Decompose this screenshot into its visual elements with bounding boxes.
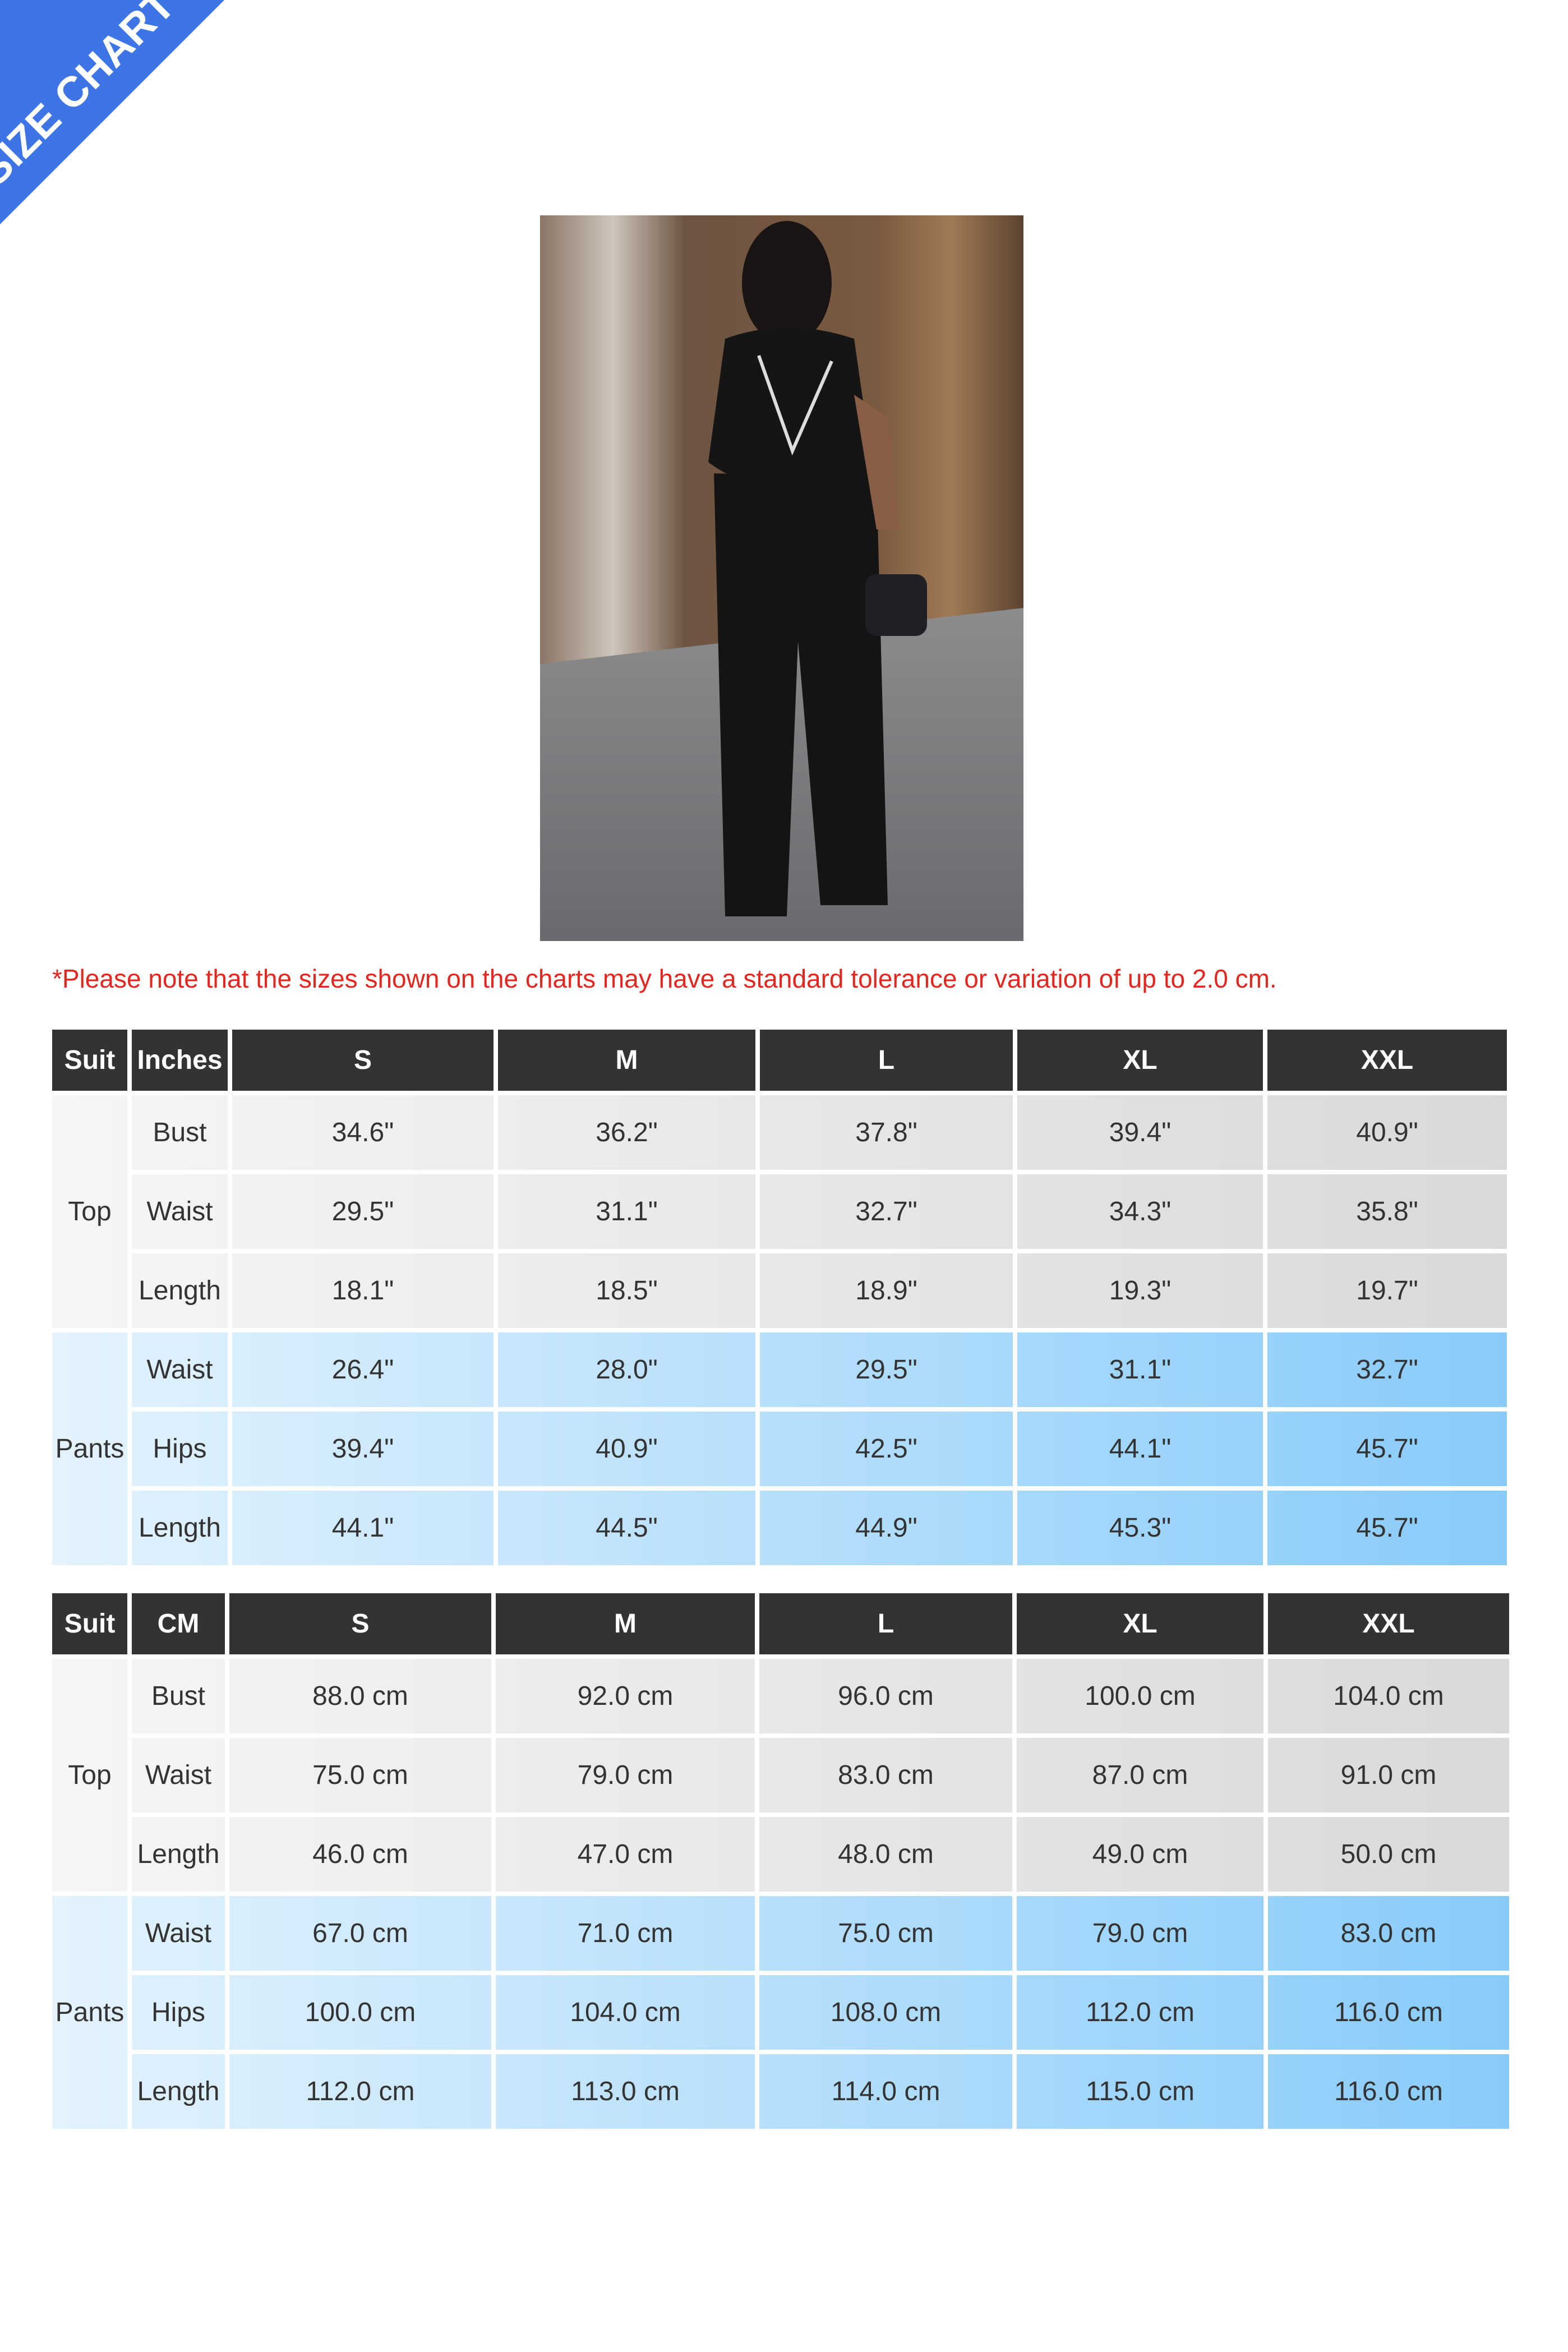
measurement-label: Length	[132, 1491, 228, 1565]
group-label: Pants	[52, 1896, 127, 2129]
measurement-label: Waist	[132, 1896, 225, 1971]
size-value-cell: 71.0 cm	[496, 1896, 755, 1971]
column-header: Suit	[52, 1593, 127, 1654]
size-value-cell: 91.0 cm	[1268, 1738, 1509, 1813]
size-value-cell: 34.6"	[232, 1095, 494, 1170]
tolerance-note: *Please note that the sizes shown on the…	[52, 964, 1277, 993]
group-label: Pants	[52, 1332, 127, 1565]
size-value-cell: 18.1"	[232, 1253, 494, 1328]
measurement-label: Waist	[132, 1738, 225, 1813]
size-value-cell: 75.0 cm	[759, 1896, 1012, 1971]
column-header: L	[760, 1030, 1013, 1091]
size-value-cell: 37.8"	[760, 1095, 1013, 1170]
size-value-cell: 31.1"	[498, 1174, 755, 1249]
size-value-cell: 67.0 cm	[229, 1896, 491, 1971]
size-value-cell: 83.0 cm	[1268, 1896, 1509, 1971]
size-value-cell: 113.0 cm	[496, 2054, 755, 2129]
size-value-cell: 29.5"	[760, 1332, 1013, 1407]
column-header: M	[498, 1030, 755, 1091]
product-photo	[540, 215, 1023, 941]
size-value-cell: 104.0 cm	[496, 1975, 755, 2050]
column-header: S	[229, 1593, 491, 1654]
size-value-cell: 44.9"	[760, 1491, 1013, 1565]
cm-size-table: Suit CM S M L XL XXL Top Bust 88.0 cm 92.0 cm 96.0 …	[52, 1593, 1511, 2129]
size-value-cell: 47.0 cm	[496, 1817, 755, 1892]
measurement-label: Hips	[132, 1412, 228, 1486]
size-value-cell: 32.7"	[1267, 1332, 1507, 1407]
size-value-cell: 100.0 cm	[1017, 1659, 1263, 1733]
size-value-cell: 88.0 cm	[229, 1659, 491, 1733]
size-value-cell: 75.0 cm	[229, 1738, 491, 1813]
column-header: M	[496, 1593, 755, 1654]
size-value-cell: 39.4"	[1017, 1095, 1263, 1170]
column-header: S	[232, 1030, 494, 1091]
measurement-label: Length	[132, 1253, 228, 1328]
column-header: Suit	[52, 1030, 127, 1091]
size-value-cell: 87.0 cm	[1017, 1738, 1263, 1813]
size-value-cell: 44.1"	[232, 1491, 494, 1565]
column-header: XL	[1017, 1593, 1263, 1654]
size-value-cell: 100.0 cm	[229, 1975, 491, 2050]
size-value-cell: 44.5"	[498, 1491, 755, 1565]
inches-size-table: Suit Inches S M L XL XXL Top Bust 34.6" 36.2" 37.8"…	[52, 1030, 1511, 1565]
size-value-cell: 40.9"	[1267, 1095, 1507, 1170]
size-value-cell: 83.0 cm	[759, 1738, 1012, 1813]
size-value-cell: 104.0 cm	[1268, 1659, 1509, 1733]
measurement-label: Length	[132, 1817, 225, 1892]
column-header: L	[759, 1593, 1012, 1654]
size-value-cell: 116.0 cm	[1268, 2054, 1509, 2129]
size-value-cell: 40.9"	[498, 1412, 755, 1486]
size-value-cell: 36.2"	[498, 1095, 755, 1170]
size-value-cell: 96.0 cm	[759, 1659, 1012, 1733]
size-value-cell: 32.7"	[760, 1174, 1013, 1249]
size-value-cell: 45.7"	[1267, 1491, 1507, 1565]
group-label: Top	[52, 1659, 127, 1892]
group-label: Top	[52, 1095, 127, 1328]
size-value-cell: 79.0 cm	[496, 1738, 755, 1813]
measurement-label: Bust	[132, 1659, 225, 1733]
measurement-label: Bust	[132, 1095, 228, 1170]
size-value-cell: 48.0 cm	[759, 1817, 1012, 1892]
measurement-label: Length	[132, 2054, 225, 2129]
size-value-cell: 112.0 cm	[1017, 1975, 1263, 2050]
measurement-label: Hips	[132, 1975, 225, 2050]
size-value-cell: 39.4"	[232, 1412, 494, 1486]
size-chart-banner: SIZE CHART	[0, 0, 224, 224]
size-value-cell: 114.0 cm	[759, 2054, 1012, 2129]
size-value-cell: 19.3"	[1017, 1253, 1263, 1328]
column-header: Inches	[132, 1030, 228, 1091]
size-value-cell: 50.0 cm	[1268, 1817, 1509, 1892]
size-value-cell: 44.1"	[1017, 1412, 1263, 1486]
size-value-cell: 28.0"	[498, 1332, 755, 1407]
size-value-cell: 29.5"	[232, 1174, 494, 1249]
measurement-label: Waist	[132, 1332, 228, 1407]
size-value-cell: 34.3"	[1017, 1174, 1263, 1249]
size-value-cell: 112.0 cm	[229, 2054, 491, 2129]
size-value-cell: 42.5"	[760, 1412, 1013, 1486]
size-value-cell: 115.0 cm	[1017, 2054, 1263, 2129]
size-value-cell: 19.7"	[1267, 1253, 1507, 1328]
size-value-cell: 45.7"	[1267, 1412, 1507, 1486]
size-value-cell: 108.0 cm	[759, 1975, 1012, 2050]
measurement-label: Waist	[132, 1174, 228, 1249]
size-value-cell: 18.5"	[498, 1253, 755, 1328]
size-value-cell: 35.8"	[1267, 1174, 1507, 1249]
size-value-cell: 45.3"	[1017, 1491, 1263, 1565]
size-value-cell: 46.0 cm	[229, 1817, 491, 1892]
size-value-cell: 116.0 cm	[1268, 1975, 1509, 2050]
column-header: XXL	[1268, 1593, 1509, 1654]
size-value-cell: 18.9"	[760, 1253, 1013, 1328]
size-value-cell: 26.4"	[232, 1332, 494, 1407]
column-header: XXL	[1267, 1030, 1507, 1091]
column-header: CM	[132, 1593, 225, 1654]
column-header: XL	[1017, 1030, 1263, 1091]
size-value-cell: 31.1"	[1017, 1332, 1263, 1407]
size-value-cell: 79.0 cm	[1017, 1896, 1263, 1971]
size-value-cell: 92.0 cm	[496, 1659, 755, 1733]
size-value-cell: 49.0 cm	[1017, 1817, 1263, 1892]
